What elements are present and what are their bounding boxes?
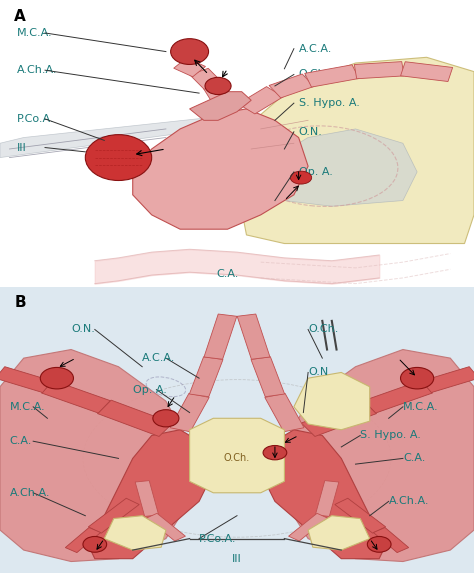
Polygon shape [104,516,166,550]
Polygon shape [422,367,474,393]
Polygon shape [294,372,370,430]
Text: A.Ch.A.: A.Ch.A. [9,488,50,498]
Polygon shape [401,62,453,81]
Text: P.Co.A.: P.Co.A. [199,533,237,544]
Polygon shape [190,418,284,493]
Ellipse shape [171,38,209,64]
Polygon shape [238,87,283,114]
Polygon shape [355,62,404,79]
Text: S. Hypo. A.: S. Hypo. A. [360,430,421,441]
Text: A.C.A.: A.C.A. [142,353,175,363]
Polygon shape [0,350,190,562]
Polygon shape [190,68,222,89]
Text: A.C.A.: A.C.A. [299,44,332,54]
Text: O.Ch.: O.Ch. [299,69,329,80]
Ellipse shape [85,135,152,180]
Text: Op. A.: Op. A. [133,384,166,395]
Text: A.Ch.A.: A.Ch.A. [17,65,57,75]
Polygon shape [203,84,237,111]
Polygon shape [237,314,270,359]
Polygon shape [289,513,328,541]
Polygon shape [284,350,474,562]
Text: O.N: O.N [308,367,328,378]
Text: C.A.: C.A. [216,269,239,278]
Polygon shape [237,57,474,244]
Polygon shape [335,499,386,533]
Text: O.N.: O.N. [299,127,322,137]
Polygon shape [88,499,139,533]
FancyBboxPatch shape [0,286,474,573]
Ellipse shape [83,536,107,552]
Text: M.C.A.: M.C.A. [17,28,52,38]
Text: B: B [14,295,26,310]
Polygon shape [261,430,389,559]
Text: C.A.: C.A. [9,436,32,446]
Polygon shape [190,92,251,120]
Ellipse shape [401,367,434,389]
Polygon shape [269,74,314,98]
Text: C.A.: C.A. [403,453,425,464]
Ellipse shape [205,77,231,95]
Polygon shape [374,528,409,552]
Polygon shape [251,357,284,397]
Text: A: A [14,9,26,23]
Text: III: III [232,554,242,564]
Text: III: III [17,143,27,152]
Ellipse shape [40,367,73,389]
Ellipse shape [290,171,312,184]
Polygon shape [305,65,359,87]
Polygon shape [308,516,370,550]
Text: Op. A.: Op. A. [299,167,332,177]
Text: A.Ch.A.: A.Ch.A. [389,496,429,507]
Polygon shape [0,115,237,158]
Polygon shape [315,481,339,516]
Ellipse shape [367,536,391,552]
Polygon shape [41,380,110,413]
Polygon shape [301,400,376,437]
Text: M.C.A.: M.C.A. [9,402,45,412]
Polygon shape [85,430,213,559]
Polygon shape [170,393,209,432]
Polygon shape [265,393,304,432]
Polygon shape [146,513,185,541]
Polygon shape [190,357,223,397]
Text: O.N.: O.N. [71,324,95,335]
Ellipse shape [153,410,179,427]
Polygon shape [135,481,159,516]
Polygon shape [275,129,417,206]
Ellipse shape [263,446,287,460]
Polygon shape [98,400,173,437]
Polygon shape [174,58,206,77]
Text: S. Hypo. A.: S. Hypo. A. [299,98,359,108]
Text: P.Co.A.: P.Co.A. [17,114,54,124]
Text: O.Ch.: O.Ch. [224,453,250,464]
Polygon shape [65,528,100,552]
Polygon shape [0,367,52,393]
Polygon shape [364,380,433,413]
Polygon shape [204,314,237,359]
Polygon shape [133,109,308,229]
Text: O.Ch.: O.Ch. [308,324,338,335]
Text: M.C.A.: M.C.A. [403,402,438,412]
